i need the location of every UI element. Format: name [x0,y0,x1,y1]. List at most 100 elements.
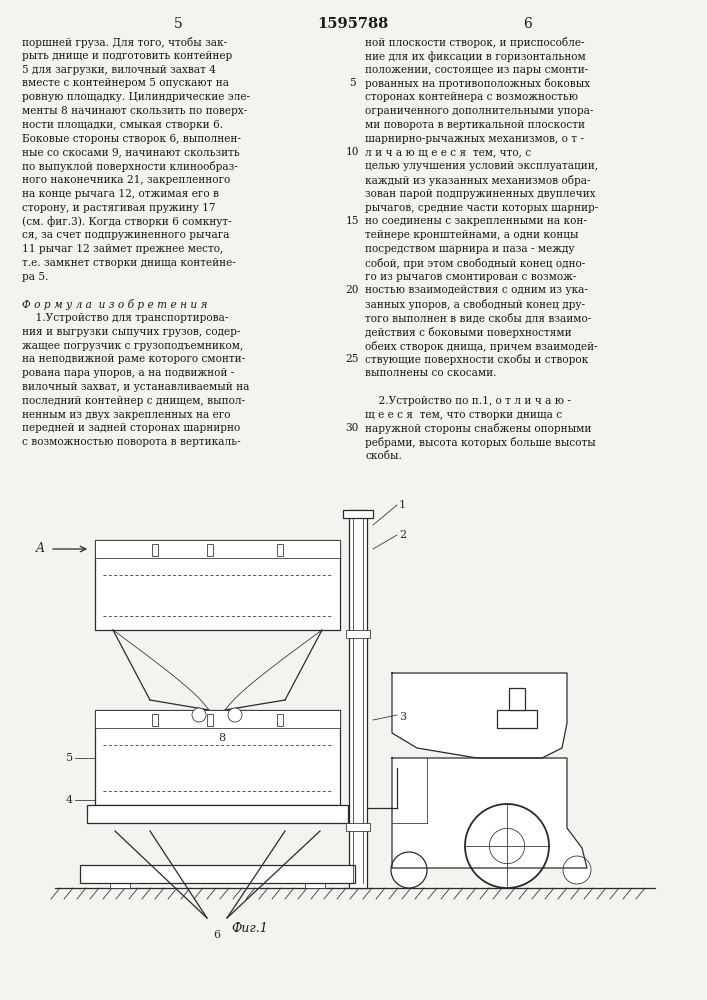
Text: 25: 25 [345,354,358,364]
Bar [95,540,340,558]
Bar [95,710,340,728]
Text: менты 8 начинают скользить по поверх-: менты 8 начинают скользить по поверх- [22,106,247,116]
Text: посредством шарнира и паза - между: посредством шарнира и паза - между [365,244,575,254]
Text: но соединены с закрепленными на кон-: но соединены с закрепленными на кон- [365,216,587,226]
Text: 1.Устройство для транспортирова-: 1.Устройство для транспортирова- [22,313,228,323]
Bar [207,714,213,726]
Text: ного наконечника 21, закрепленного: ного наконечника 21, закрепленного [22,175,230,185]
Text: собой, при этом свободный конец одно-: собой, при этом свободный конец одно- [365,258,585,269]
Text: 6: 6 [524,17,532,31]
Text: рыть днище и подготовить контейнер: рыть днище и подготовить контейнер [22,51,233,61]
Circle shape [192,708,206,722]
Text: т.е. замкнет створки днища контейне-: т.е. замкнет створки днища контейне- [22,258,235,268]
Circle shape [489,828,525,864]
Text: последний контейнер с днищем, выпол-: последний контейнер с днищем, выпол- [22,396,245,406]
Bar [152,714,158,726]
Text: обеих створок днища, причем взаимодей-: обеих створок днища, причем взаимодей- [365,341,597,352]
Text: на конце рычага 12, отжимая его в: на конце рычага 12, отжимая его в [22,189,219,199]
Text: ствующие поверхности скобы и створок: ствующие поверхности скобы и створок [365,354,588,365]
Text: ненным из двух закрепленных на его: ненным из двух закрепленных на его [22,410,230,420]
Polygon shape [392,758,587,868]
Text: ные со скосами 9, начинают скользить: ные со скосами 9, начинают скользить [22,147,240,157]
Text: 8: 8 [218,733,226,743]
Text: ностью взаимодействия с одним из ука-: ностью взаимодействия с одним из ука- [365,285,588,295]
Bar [110,883,130,888]
Text: наружной стороны снабжены опорными: наружной стороны снабжены опорными [365,423,591,434]
Circle shape [228,708,242,722]
Text: Боковые стороны створок 6, выполнен-: Боковые стороны створок 6, выполнен- [22,134,241,144]
Bar [277,544,283,556]
Bar [346,630,370,638]
Text: поршней груза. Для того, чтобы зак-: поршней груза. Для того, чтобы зак- [22,37,227,48]
Text: сторону, и растягивая пружину 17: сторону, и растягивая пружину 17 [22,203,216,213]
Text: л и ч а ю щ е е с я  тем, что, с: л и ч а ю щ е е с я тем, что, с [365,147,531,157]
Text: рована пара упоров, а на подвижной -: рована пара упоров, а на подвижной - [22,368,234,378]
Bar [277,714,283,726]
Bar [152,544,158,556]
Text: рычагов, средние части которых шарнир-: рычагов, средние части которых шарнир- [365,203,598,213]
Circle shape [563,856,591,884]
Bar [87,805,348,823]
Text: 15: 15 [345,216,358,226]
Text: 20: 20 [345,285,358,295]
Text: 6: 6 [214,930,221,940]
Bar [80,865,355,883]
Text: 10: 10 [345,147,358,157]
Text: с возможностью поворота в вертикаль-: с возможностью поворота в вертикаль- [22,437,240,447]
Bar [95,540,340,630]
Text: A: A [36,542,45,556]
Text: 2: 2 [399,530,406,540]
Text: 5: 5 [66,753,73,763]
Text: 1: 1 [399,500,406,510]
Text: 2.Устройство по п.1, о т л и ч а ю -: 2.Устройство по п.1, о т л и ч а ю - [365,396,571,406]
Text: ния и выгрузки сыпучих грузов, содер-: ния и выгрузки сыпучих грузов, содер- [22,327,240,337]
Text: рованных на противоположных боковых: рованных на противоположных боковых [365,78,590,89]
Text: того выполнен в виде скобы для взаимо-: того выполнен в виде скобы для взаимо- [365,313,591,324]
Text: целью улучшения условий эксплуатации,: целью улучшения условий эксплуатации, [365,161,598,171]
Text: ние для их фиксации в горизонтальном: ние для их фиксации в горизонтальном [365,51,586,62]
Text: ограниченного дополнительными упора-: ограниченного дополнительными упора- [365,106,593,116]
Text: 1595788: 1595788 [317,17,389,31]
Bar [343,510,373,518]
Text: ной плоскости створок, и приспособле-: ной плоскости створок, и приспособле- [365,37,585,48]
Text: выполнены со скосами.: выполнены со скосами. [365,368,496,378]
Text: вместе с контейнером 5 опускают на: вместе с контейнером 5 опускают на [22,78,229,88]
Text: 5 для загрузки, вилочный захват 4: 5 для загрузки, вилочный захват 4 [22,65,216,75]
Text: вилочный захват, и устанавливаемый на: вилочный захват, и устанавливаемый на [22,382,250,392]
Text: (см. фиг.3). Когда створки 6 сомкнут-: (см. фиг.3). Когда створки 6 сомкнут- [22,216,232,227]
Text: действия с боковыми поверхностями: действия с боковыми поверхностями [365,327,572,338]
Text: ми поворота в вертикальной плоскости: ми поворота в вертикальной плоскости [365,120,585,130]
Text: сторонах контейнера с возможностью: сторонах контейнера с возможностью [365,92,578,102]
Text: ра 5.: ра 5. [22,272,48,282]
Text: 4: 4 [66,795,73,805]
Text: Фиг.1: Фиг.1 [232,922,269,935]
Text: 11 рычаг 12 займет прежнее место,: 11 рычаг 12 займет прежнее место, [22,244,223,254]
Text: го из рычагов смонтирован с возмож-: го из рычагов смонтирован с возмож- [365,272,576,282]
Text: каждый из указанных механизмов обра-: каждый из указанных механизмов обра- [365,175,590,186]
Text: тейнере кронштейнами, а одни концы: тейнере кронштейнами, а одни концы [365,230,578,240]
Circle shape [465,804,549,888]
Circle shape [391,852,427,888]
Bar [95,710,340,805]
Bar [349,510,367,888]
Polygon shape [392,673,567,758]
Bar [207,544,213,556]
Text: ся, за счет подпружиненного рычага: ся, за счет подпружиненного рычага [22,230,230,240]
Text: 5: 5 [174,17,182,31]
Text: шарнирно-рычажных механизмов, о т -: шарнирно-рычажных механизмов, о т - [365,134,584,144]
Text: жащее погрузчик с грузоподъемником,: жащее погрузчик с грузоподъемником, [22,341,243,351]
Text: занных упоров, а свободный конец дру-: занных упоров, а свободный конец дру- [365,299,585,310]
Text: положении, состоящее из пары смонти-: положении, состоящее из пары смонти- [365,65,588,75]
Text: ребрами, высота которых больше высоты: ребрами, высота которых больше высоты [365,437,596,448]
Text: 5: 5 [349,78,356,88]
Bar [497,710,537,728]
Text: Ф о р м у л а  и з о б р е т е н и я: Ф о р м у л а и з о б р е т е н и я [22,299,207,310]
Text: на неподвижной раме которого смонти-: на неподвижной раме которого смонти- [22,354,245,364]
Text: зован парой подпружиненных двуплечих: зован парой подпружиненных двуплечих [365,189,595,199]
Text: передней и задней сторонах шарнирно: передней и задней сторонах шарнирно [22,423,240,433]
Text: ровную площадку. Цилиндрические эле-: ровную площадку. Цилиндрические эле- [22,92,250,102]
Text: ности площадки, смыкая створки 6.: ности площадки, смыкая створки 6. [22,120,223,130]
Text: скобы.: скобы. [365,451,402,461]
Text: щ е е с я  тем, что створки днища с: щ е е с я тем, что створки днища с [365,410,562,420]
Text: 30: 30 [345,423,358,433]
